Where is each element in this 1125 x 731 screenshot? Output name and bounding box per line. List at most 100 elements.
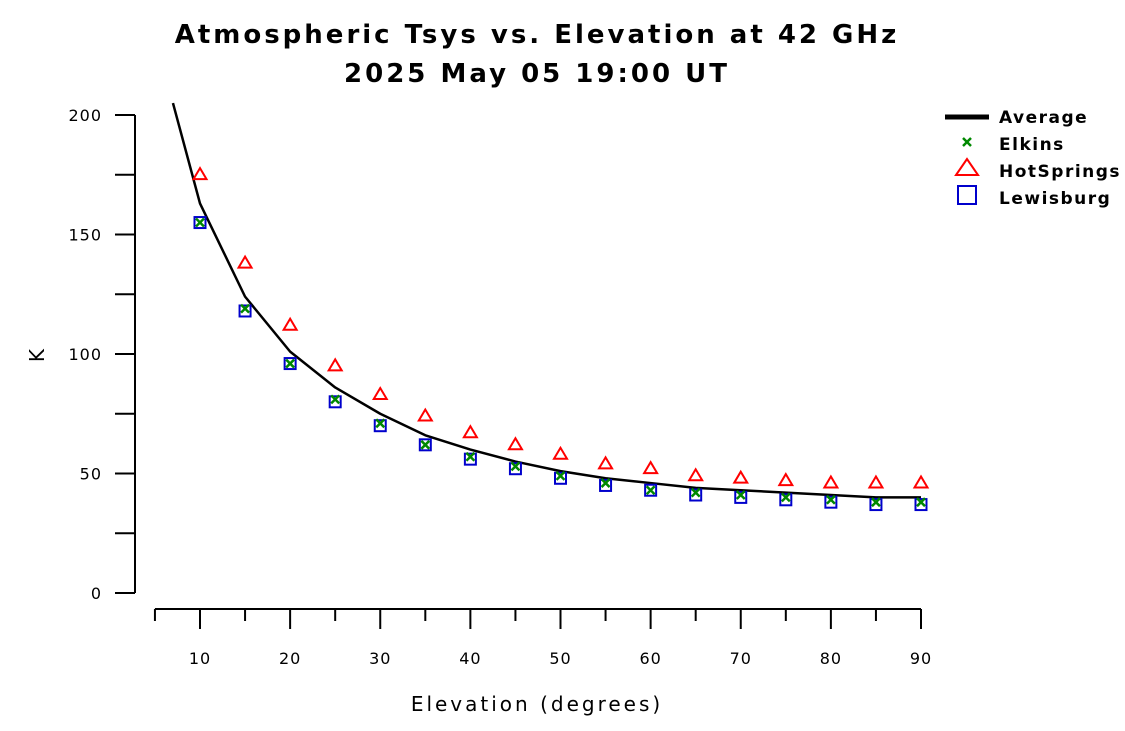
lewisburg-point: [193, 216, 207, 230]
lewisburg-point: [328, 395, 342, 409]
hotsprings-point: [462, 424, 479, 439]
hotsprings-point: [777, 472, 795, 487]
elkins-point: [871, 497, 881, 508]
x-tick-label: 70: [730, 649, 752, 668]
series-hotsprings: [191, 166, 930, 489]
x-axis: 10 20 30 40 50 60 70 80 90: [153, 608, 932, 668]
hotsprings-point: [732, 469, 750, 484]
x-marker-stroke: [962, 137, 972, 147]
y-axis-label: K: [25, 346, 49, 362]
hotsprings-point: [371, 386, 389, 401]
hotsprings-point: [687, 467, 704, 482]
y-tick-label: 200: [68, 106, 102, 125]
elkins-point: [510, 461, 521, 472]
lewisburg-point: [283, 357, 297, 371]
lewisburg-point: [824, 495, 838, 509]
hotsprings-point: [867, 474, 885, 489]
x-marker-stroke: [510, 461, 521, 472]
x-marker-stroke: [825, 494, 836, 505]
legend-square-swatch: [957, 185, 977, 205]
hotsprings-point: [642, 460, 659, 475]
x-marker-stroke: [780, 492, 791, 503]
x-axis-label: Elevation (degrees): [411, 692, 663, 716]
elkins-point: [330, 394, 341, 405]
elkins-point: [555, 471, 566, 481]
legend-label: HotSprings: [999, 162, 1121, 182]
x-tick-label: 40: [459, 649, 481, 668]
hotsprings-point: [507, 436, 524, 451]
legend-triangle-swatch: [954, 157, 980, 176]
x-marker-stroke: [240, 303, 250, 314]
legend-label: Average: [999, 108, 1088, 128]
elkins-point: [735, 490, 746, 500]
x-tick-label: 30: [369, 649, 391, 668]
hotsprings-point: [326, 357, 344, 372]
x-marker-stroke: [645, 485, 656, 496]
hotsprings-point: [822, 474, 840, 489]
lewisburg-point: [869, 498, 883, 512]
x-marker-stroke: [916, 497, 926, 508]
x-marker-stroke: [330, 394, 341, 405]
hotsprings-point: [191, 166, 209, 181]
series-lewisburg: [193, 216, 928, 512]
hotsprings-point: [552, 445, 569, 460]
lewisburg-point: [734, 490, 748, 504]
lewisburg-point: [554, 471, 567, 485]
x-tick-label: 80: [820, 649, 842, 668]
legend: Average Elkins HotSprings Lewisburg: [945, 108, 1121, 209]
legend-item-hotsprings: HotSprings: [954, 157, 1121, 182]
x-tick-label: 50: [549, 649, 571, 668]
hotsprings-point: [597, 455, 614, 470]
legend-x-swatch: [962, 137, 972, 147]
lewisburg-point: [463, 452, 477, 466]
lewisburg-point: [508, 462, 522, 476]
elkins-point: [465, 451, 476, 462]
y-tick-label: 0: [91, 584, 102, 603]
elkins-point: [690, 487, 701, 498]
y-tick-label: 50: [80, 465, 102, 484]
y-tick-label: 100: [68, 345, 102, 364]
x-tick-label: 20: [279, 649, 301, 668]
elkins-point: [195, 217, 205, 228]
lewisburg-point: [914, 498, 928, 512]
elkins-point: [780, 492, 791, 503]
hotsprings-point: [236, 254, 254, 269]
chart-subtitle: 2025 May 05 19:00 UT: [344, 59, 730, 89]
series-elkins: [195, 217, 926, 508]
x-marker-stroke: [420, 439, 431, 450]
elkins-point: [240, 303, 250, 314]
x-tick-label: 10: [189, 649, 211, 668]
elkins-point: [420, 439, 431, 450]
x-tick-label: 90: [910, 649, 932, 668]
x-marker-stroke: [735, 490, 746, 500]
lewisburg-point: [689, 488, 703, 502]
elkins-point: [645, 485, 656, 496]
x-marker-stroke: [375, 418, 386, 429]
hotsprings-point: [912, 474, 930, 489]
x-tick-label: 60: [639, 649, 661, 668]
plot-area: [171, 102, 930, 512]
x-marker-stroke: [195, 217, 205, 228]
x-marker-stroke: [871, 497, 881, 508]
x-marker-stroke: [600, 478, 611, 488]
lewisburg-point: [373, 419, 387, 433]
y-tick-label: 150: [68, 226, 102, 245]
hotsprings-point: [417, 407, 434, 422]
legend-item-average: Average: [945, 108, 1088, 128]
lewisburg-point: [779, 493, 793, 507]
y-axis: 0 50 100 150 200: [68, 106, 136, 603]
lewisburg-point: [418, 438, 432, 452]
x-marker-stroke: [555, 471, 566, 481]
x-marker-stroke: [285, 358, 296, 369]
legend-item-elkins: Elkins: [962, 135, 1063, 155]
elkins-point: [916, 497, 926, 508]
chart-title: Atmospheric Tsys vs. Elevation at 42 GHz: [175, 20, 900, 50]
lewisburg-point: [238, 304, 252, 318]
elkins-point: [825, 494, 836, 505]
legend-item-lewisburg: Lewisburg: [957, 185, 1110, 209]
elkins-point: [375, 418, 386, 429]
x-marker-stroke: [690, 487, 701, 498]
x-marker-stroke: [465, 451, 476, 462]
lewisburg-point: [599, 478, 613, 492]
